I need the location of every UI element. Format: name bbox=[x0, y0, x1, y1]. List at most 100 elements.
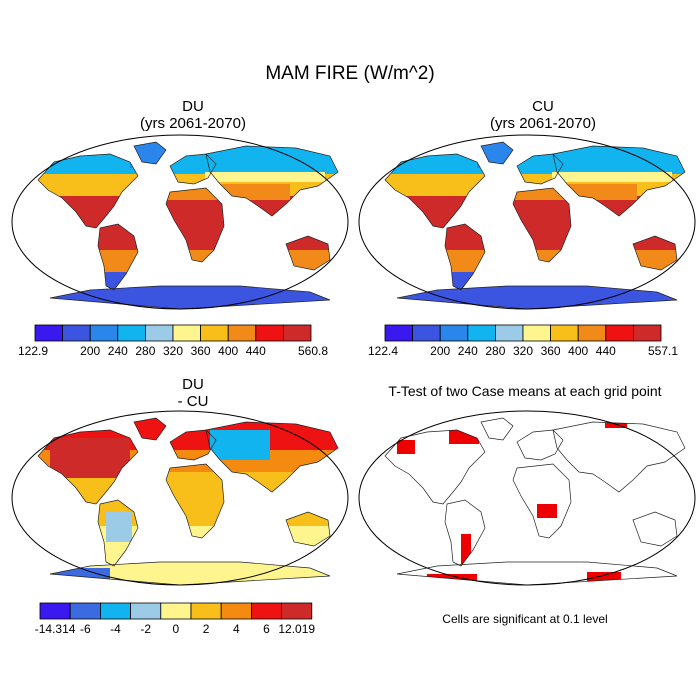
land-field bbox=[50, 568, 110, 585]
coastline-antarctica bbox=[396, 561, 678, 586]
colorbar-tick-label: 122.4 bbox=[368, 344, 398, 358]
coastline-australia bbox=[285, 235, 331, 271]
colorbar-swatch bbox=[227, 324, 257, 342]
map-ttest bbox=[358, 410, 696, 586]
coastline-greenland bbox=[480, 417, 514, 441]
colorbar-swatch bbox=[550, 324, 579, 342]
panel-title-diff: DU - CU bbox=[38, 376, 348, 410]
colorbar-tick-label: 360 bbox=[541, 344, 561, 358]
significant-cells bbox=[397, 440, 415, 454]
colorbar-tick-label: -4 bbox=[110, 622, 121, 636]
colorbar-swatch bbox=[160, 602, 192, 620]
coastline-north-america bbox=[37, 429, 139, 505]
colorbar-swatch bbox=[200, 324, 229, 342]
colorbar-tick-label: 400 bbox=[568, 344, 588, 358]
coastline-europe bbox=[516, 429, 564, 461]
colorbar-swatch bbox=[89, 324, 119, 342]
colorbar-swatch bbox=[577, 324, 607, 342]
coastline-europe bbox=[516, 153, 564, 185]
colorbar-tick-label: 6 bbox=[263, 622, 270, 636]
panel-title-cu-line2: (yrs 2061-2070) bbox=[490, 115, 596, 132]
coastline-asia bbox=[205, 421, 339, 493]
colorbar-swatch bbox=[117, 324, 146, 342]
coastline-antarctica bbox=[49, 561, 331, 586]
colorbar-tick-label: -6 bbox=[80, 622, 91, 636]
colorbar-swatch bbox=[255, 324, 284, 342]
coastline-north-america bbox=[384, 153, 486, 229]
panel-title-diff-line1: DU bbox=[182, 376, 204, 393]
colorbar-swatch bbox=[522, 324, 552, 342]
colorbar-tick-label: 320 bbox=[513, 344, 533, 358]
colorbar-swatch bbox=[69, 602, 101, 620]
colorbar-swatch bbox=[384, 324, 414, 342]
coastline-north-america bbox=[37, 153, 139, 229]
coastline-asia bbox=[205, 145, 339, 217]
coastline-south-america bbox=[97, 223, 139, 291]
colorbar-tick-label: 240 bbox=[458, 344, 478, 358]
colorbar-tick-label: 240 bbox=[108, 344, 128, 358]
colorbar-tick-label: 12.019 bbox=[278, 622, 315, 636]
coastline-australia bbox=[632, 235, 678, 271]
colorbar-swatch bbox=[250, 602, 282, 620]
colorbar-swatch bbox=[190, 602, 222, 620]
colorbar-swatch bbox=[172, 324, 202, 342]
colorbar-tick-label: -2 bbox=[140, 622, 151, 636]
colorbar-tick-label: 320 bbox=[163, 344, 183, 358]
coastline-africa bbox=[512, 463, 572, 539]
panel-title-diff-line2: - CU bbox=[177, 393, 209, 410]
colorbar-tick-label: 560.8 bbox=[298, 344, 328, 358]
colorbar-tick-label: 0 bbox=[173, 622, 180, 636]
coastline-africa bbox=[165, 463, 225, 539]
land-field bbox=[552, 172, 672, 182]
colorbar-tick-label: 200 bbox=[80, 344, 100, 358]
colorbar-tick-label: 360 bbox=[191, 344, 211, 358]
colorbar-tick-label: 4 bbox=[233, 622, 240, 636]
colorbar-swatch bbox=[281, 602, 313, 620]
colorbar-cu: 122.4 200 240 280 320 360 400 440 557.1 bbox=[368, 324, 678, 358]
coastline-north-america bbox=[384, 429, 486, 505]
colorbar-tick-label: 440 bbox=[246, 344, 266, 358]
colorbar-swatch bbox=[34, 324, 64, 342]
coastline-greenland bbox=[133, 141, 167, 165]
coastline-antarctica bbox=[49, 285, 331, 310]
main-title: MAM FIRE (W/m^2) bbox=[265, 63, 435, 84]
coastline-greenland bbox=[133, 417, 167, 441]
panel-title-du-line1: DU bbox=[182, 98, 204, 115]
colorbar-tick-label: 280 bbox=[135, 344, 155, 358]
colorbar-swatch bbox=[62, 324, 91, 342]
coastline-europe bbox=[169, 153, 217, 185]
coastline-asia bbox=[552, 145, 686, 217]
colorbar-swatch bbox=[467, 324, 496, 342]
colorbar-tick-label: 280 bbox=[485, 344, 505, 358]
colorbar-swatch bbox=[220, 602, 252, 620]
land-field bbox=[210, 430, 270, 460]
colorbar-du: 122.9 200 240 280 320 360 400 440 560.8 bbox=[18, 324, 328, 358]
colorbar-tick-label: -14.314 bbox=[35, 622, 76, 636]
map-diff bbox=[11, 410, 349, 586]
significant-cells bbox=[461, 534, 471, 564]
land-field bbox=[106, 512, 132, 542]
colorbar-tick-label: 200 bbox=[430, 344, 450, 358]
coastline-australia bbox=[632, 511, 678, 547]
coastline-greenland bbox=[480, 141, 514, 165]
colorbar-tick-label: 400 bbox=[218, 344, 238, 358]
colorbar-swatch bbox=[130, 602, 162, 620]
coastline-africa bbox=[165, 187, 225, 263]
colorbar-swatch bbox=[412, 324, 441, 342]
map-border bbox=[11, 134, 349, 310]
map-border bbox=[358, 410, 696, 586]
colorbar-diff: -14.314 -6 -4 -2 0 2 4 6 12.019 bbox=[35, 602, 315, 636]
significance-note: Cells are significant at 0.1 level bbox=[442, 612, 608, 626]
coastline-australia bbox=[285, 511, 331, 547]
coastline-antarctica bbox=[396, 285, 678, 310]
colorbar-swatch bbox=[605, 324, 634, 342]
coastline-south-america bbox=[444, 223, 486, 291]
colorbar-swatch bbox=[439, 324, 469, 342]
map-border bbox=[11, 410, 349, 586]
panel-title-du-line2: (yrs 2061-2070) bbox=[140, 115, 246, 132]
panel-title-du: DU (yrs 2061-2070) bbox=[38, 98, 348, 132]
colorbar-swatch bbox=[282, 324, 312, 342]
colorbar-swatch bbox=[494, 324, 524, 342]
land-field bbox=[50, 438, 130, 478]
land-field bbox=[205, 172, 325, 182]
